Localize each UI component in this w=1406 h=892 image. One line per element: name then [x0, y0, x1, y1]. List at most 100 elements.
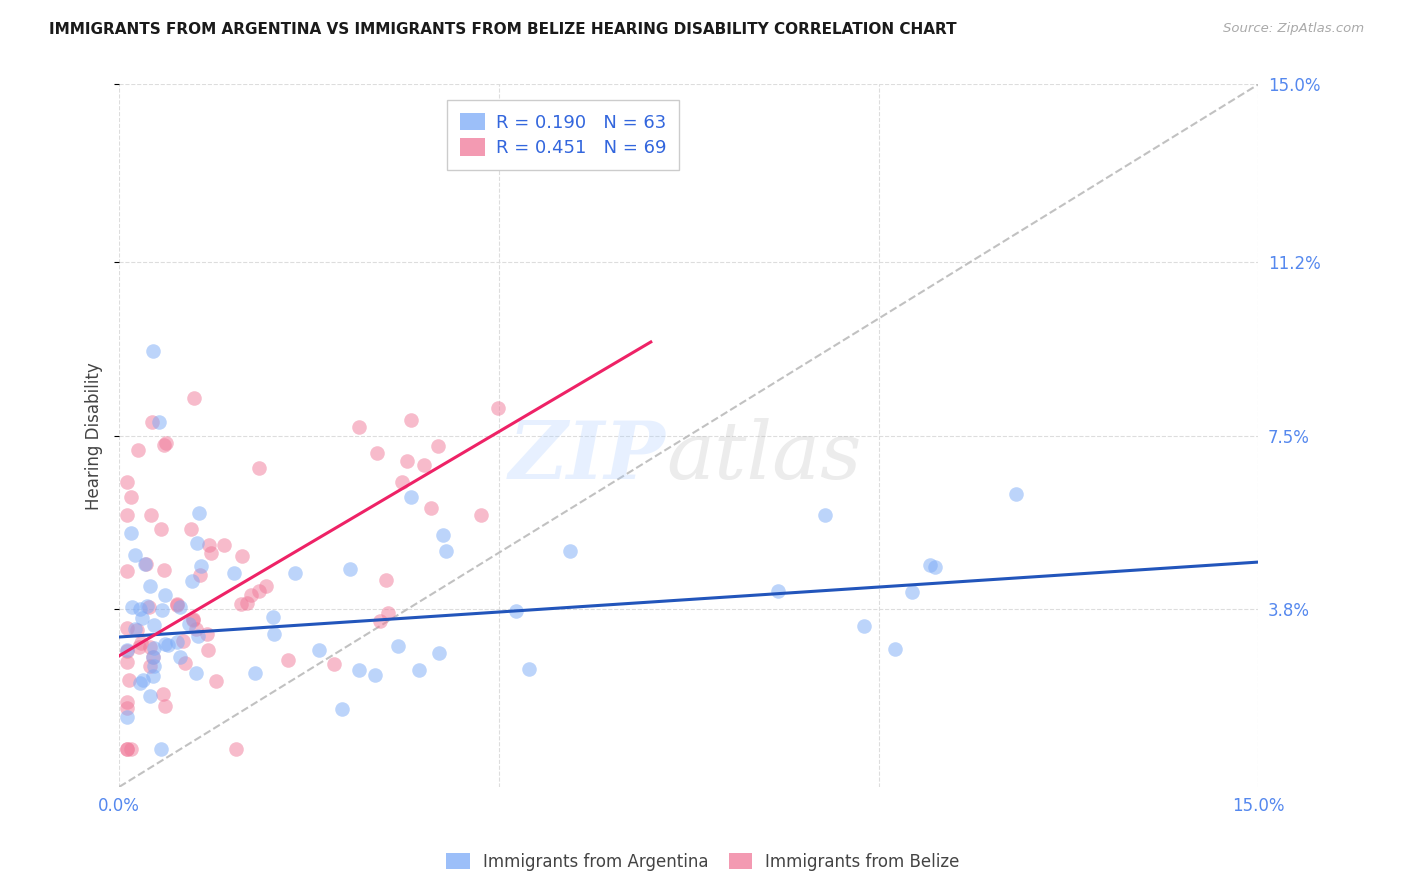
Point — [470, 508, 492, 522]
Point — [142, 659, 165, 673]
Point — [180, 522, 202, 536]
Point — [205, 673, 228, 688]
Text: IMMIGRANTS FROM ARGENTINA VS IMMIGRANTS FROM BELIZE HEARING DISABILITY CORRELATI: IMMIGRANTS FROM ARGENTINA VS IMMIGRANTS … — [49, 22, 957, 37]
Point — [166, 598, 188, 612]
Point — [150, 522, 173, 536]
Point — [263, 627, 285, 641]
Text: Source: ZipAtlas.com: Source: ZipAtlas.com — [1223, 22, 1364, 36]
Point — [186, 622, 208, 636]
Point — [115, 742, 138, 756]
Point — [141, 415, 163, 429]
Point — [225, 742, 247, 756]
Point — [505, 603, 527, 617]
Point — [377, 606, 399, 620]
Point — [115, 695, 138, 709]
Point — [115, 564, 138, 578]
Point — [118, 673, 141, 687]
Point — [142, 649, 165, 664]
Point — [180, 574, 202, 588]
Point — [195, 627, 218, 641]
Point — [115, 621, 138, 635]
Point — [155, 637, 177, 651]
Point — [322, 657, 344, 671]
Point — [181, 612, 204, 626]
Point — [347, 420, 370, 434]
Point — [224, 566, 246, 580]
Point — [139, 508, 162, 523]
Point — [131, 611, 153, 625]
Point — [187, 629, 209, 643]
Point — [138, 600, 160, 615]
Point — [152, 563, 174, 577]
Point — [236, 596, 259, 610]
Point — [153, 438, 176, 452]
Point — [179, 616, 201, 631]
Point — [127, 623, 149, 637]
Point — [121, 599, 143, 614]
Point — [374, 573, 396, 587]
Point — [399, 490, 422, 504]
Point — [115, 642, 138, 657]
Point — [395, 454, 418, 468]
Point — [127, 442, 149, 457]
Point — [229, 598, 252, 612]
Point — [138, 579, 160, 593]
Point — [262, 610, 284, 624]
Point — [124, 548, 146, 562]
Point — [432, 528, 454, 542]
Point — [150, 602, 173, 616]
Point — [186, 536, 208, 550]
Point — [115, 508, 138, 523]
Point — [115, 655, 138, 669]
Point — [900, 585, 922, 599]
Point — [368, 614, 391, 628]
Point — [142, 617, 165, 632]
Point — [115, 709, 138, 723]
Point — [187, 506, 209, 520]
Point — [166, 635, 188, 649]
Point — [814, 508, 837, 523]
Point — [142, 649, 165, 664]
Point — [486, 401, 509, 415]
Point — [766, 583, 789, 598]
Point — [156, 638, 179, 652]
Y-axis label: Hearing Disability: Hearing Disability — [86, 362, 103, 509]
Point — [884, 642, 907, 657]
Point — [188, 568, 211, 582]
Point — [408, 663, 430, 677]
Point — [426, 439, 449, 453]
Legend: Immigrants from Argentina, Immigrants from Belize: Immigrants from Argentina, Immigrants fr… — [439, 845, 967, 880]
Point — [134, 557, 156, 571]
Point — [231, 549, 253, 563]
Point — [364, 668, 387, 682]
Point — [427, 647, 450, 661]
Text: atlas: atlas — [666, 418, 862, 495]
Point — [558, 544, 581, 558]
Point — [186, 665, 208, 680]
Point — [391, 475, 413, 490]
Point — [434, 544, 457, 558]
Point — [349, 663, 371, 677]
Point — [247, 583, 270, 598]
Point — [197, 642, 219, 657]
Point — [142, 344, 165, 359]
Point — [148, 415, 170, 429]
Point — [181, 613, 204, 627]
Point — [283, 566, 305, 580]
Point — [920, 558, 942, 572]
Point — [413, 458, 436, 472]
Point — [143, 640, 166, 655]
Point — [245, 666, 267, 681]
Point — [254, 578, 277, 592]
Point — [339, 562, 361, 576]
Point — [120, 525, 142, 540]
Point — [135, 557, 157, 571]
Point — [120, 490, 142, 504]
Point — [172, 634, 194, 648]
Point — [1005, 486, 1028, 500]
Point — [387, 639, 409, 653]
Point — [115, 700, 138, 714]
Point — [366, 446, 388, 460]
Point — [183, 391, 205, 405]
Point — [169, 649, 191, 664]
